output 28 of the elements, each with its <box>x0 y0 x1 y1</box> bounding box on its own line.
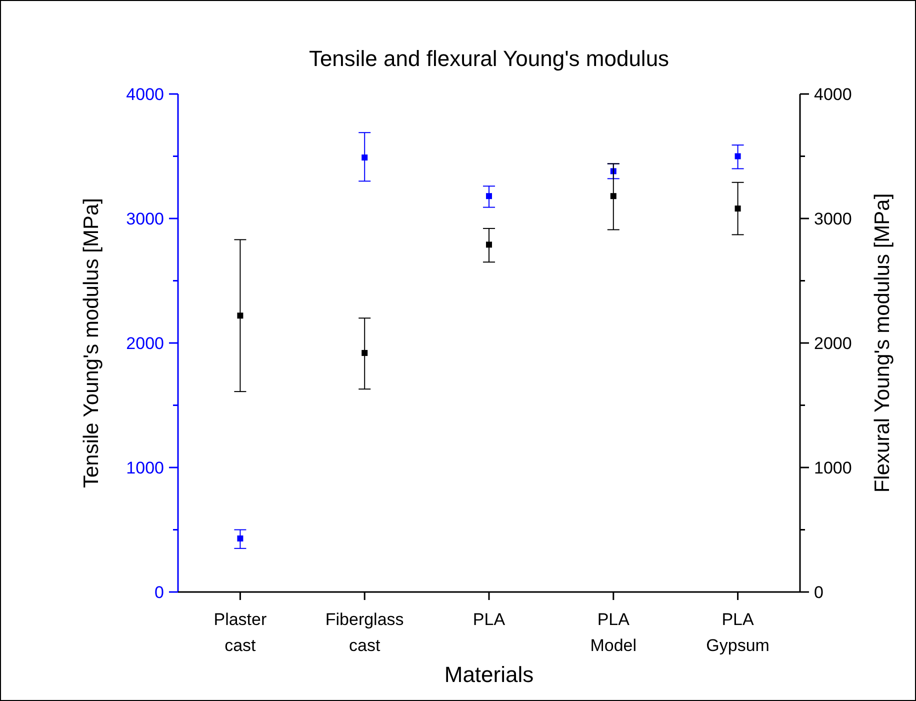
point <box>362 154 368 160</box>
x-tick-label: PLA <box>472 610 506 629</box>
point <box>734 206 741 212</box>
point <box>486 193 492 200</box>
y-axis-title: Tensile Young's modulus [MPa] <box>80 198 103 488</box>
point <box>362 350 368 356</box>
chart-title: Tensile and flexural Young's modulus <box>308 46 670 71</box>
y2-axis-title: Flexural Young's modulus [MPa] <box>871 193 894 493</box>
x-tick-label: Plaster cast <box>214 610 267 655</box>
y-tick-label: 1000 <box>126 458 164 478</box>
x-tick-label: PLA Gypsum <box>706 610 770 655</box>
point <box>486 242 492 248</box>
x-tick-label: PLA Model <box>590 610 637 655</box>
y-tick-label: 0 <box>154 583 164 602</box>
point <box>610 193 616 200</box>
y2-tick-label: 2000 <box>814 334 852 353</box>
y-tick-label: 2000 <box>126 334 164 353</box>
y-tick-label: 3000 <box>126 210 164 228</box>
x-tick-label: Fiberglass cast <box>325 610 404 655</box>
point <box>237 312 244 319</box>
y2-tick-label: 3000 <box>814 210 852 228</box>
y2-tick-label: 0 <box>814 583 824 602</box>
x-axis-title: Materials <box>444 662 534 687</box>
point <box>734 153 741 160</box>
y2-tick-label: 1000 <box>814 458 852 478</box>
point <box>237 535 244 542</box>
y2-tick-label: 4000 <box>814 85 852 104</box>
y-tick-label: 4000 <box>126 85 164 104</box>
